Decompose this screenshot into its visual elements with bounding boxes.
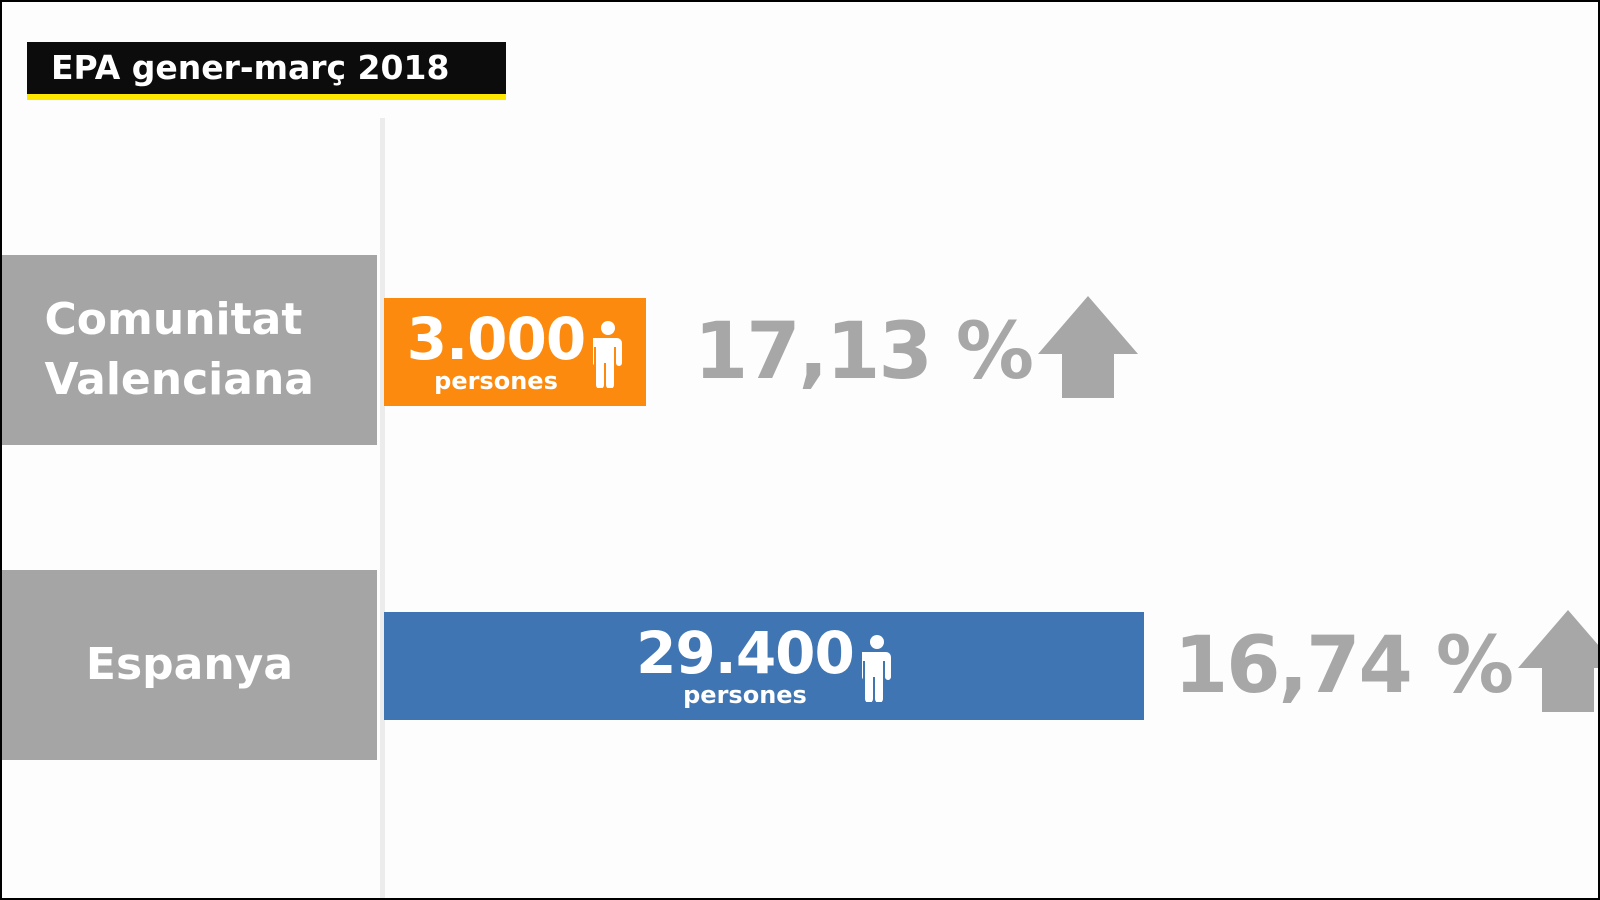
person-icon <box>861 635 891 702</box>
bar-value-label: 29.400 <box>636 619 855 687</box>
bar-comunitat-valenciana: 3.000 persones <box>384 298 646 406</box>
bar-unit-label: persones <box>683 681 807 709</box>
category-label-line: Comunitat <box>44 294 303 345</box>
category-label-comunitat-valenciana: Comunitat Valenciana <box>2 255 377 445</box>
percent-label-comunitat-valenciana: 17,13 % <box>694 307 1034 397</box>
category-label-line: Valenciana <box>44 354 314 405</box>
bar-unit-label: persones <box>434 367 558 395</box>
percent-label-espanya: 16,74 % <box>1174 621 1514 711</box>
up-arrow-icon <box>1038 296 1139 398</box>
chart-title: EPA gener-març 2018 <box>27 42 506 100</box>
bar-value-label: 3.000 <box>406 305 586 373</box>
category-label-line: Espanya <box>85 639 294 690</box>
up-arrow-icon <box>1518 610 1598 712</box>
person-icon <box>593 321 623 388</box>
category-label-espanya: Espanya <box>2 570 377 760</box>
bar-espanya: 29.400 persones <box>384 612 1144 720</box>
bar-axis-line <box>380 118 385 898</box>
